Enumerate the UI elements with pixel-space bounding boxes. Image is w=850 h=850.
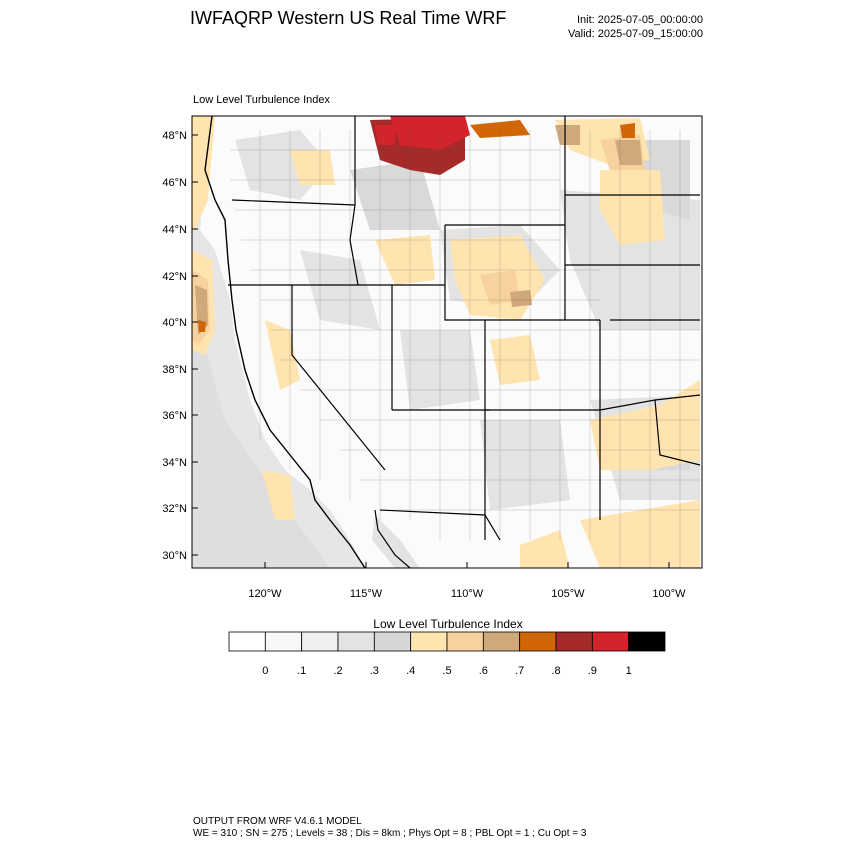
lat-label: 38°N	[162, 364, 187, 376]
lat-label: 44°N	[162, 224, 187, 236]
colorbar-label: .5	[442, 665, 451, 677]
main-title: IWFAQRP Western US Real Time WRF	[190, 8, 507, 28]
lon-label: 110°W	[451, 588, 484, 600]
colorbar-title: Low Level Turbulence Index	[373, 617, 523, 631]
lon-label: 105°W	[551, 588, 585, 600]
lat-label: 42°N	[162, 271, 187, 283]
colorbar-label: .1	[297, 665, 306, 677]
colorbar-swatch	[301, 631, 339, 652]
colorbar-label: .7	[515, 665, 524, 677]
pacific-ocean-shade	[192, 300, 330, 568]
field-title: Low Level Turbulence Index	[193, 94, 330, 106]
colorbar-label: .9	[588, 665, 597, 677]
lon-label: 115°W	[350, 588, 383, 600]
lon-label: 100°W	[652, 588, 686, 600]
colorbar-label: .6	[479, 665, 488, 677]
colorbar-swatch	[337, 631, 375, 652]
colorbar-swatch	[410, 631, 448, 652]
colorbar-label: .8	[551, 665, 560, 677]
state-boundaries	[228, 116, 701, 541]
colorbar-swatch	[373, 631, 412, 652]
init-time: Init: 2025-07-05_00:00:00	[577, 14, 703, 26]
lat-labels: 48°N 46°N 44°N 42°N 40°N 38°N 36°N 34°N …	[162, 130, 187, 562]
colorbar-swatch	[264, 631, 303, 652]
colorbar-swatch	[482, 631, 521, 652]
gulf-coastline	[374, 509, 411, 568]
colorbar-labels: 0 .1 .2 .3 .4 .5 .6 .7 .8 .9 1	[262, 665, 631, 677]
valid-time: Valid: 2025-07-09_15:00:00	[568, 28, 703, 40]
lat-label: 34°N	[162, 457, 187, 469]
model-info-line-2: WE = 310 ; SN = 275 ; Levels = 38 ; Dis …	[193, 828, 587, 839]
colorbar	[228, 631, 666, 652]
lat-label: 40°N	[162, 317, 187, 329]
model-info-line-1: OUTPUT FROM WRF V4.6.1 MODEL	[193, 816, 362, 827]
colorbar-label: .4	[406, 665, 415, 677]
map-area	[192, 116, 702, 568]
colorbar-label: .3	[370, 665, 379, 677]
lon-label: 120°W	[248, 588, 282, 600]
lat-label: 46°N	[162, 177, 187, 189]
colorbar-swatch	[519, 631, 557, 652]
colorbar-swatch	[628, 631, 666, 652]
colorbar-swatch	[591, 631, 630, 652]
colorbar-label: .2	[333, 665, 342, 677]
lon-ticks	[264, 562, 670, 568]
colorbar-label: 0	[262, 665, 268, 677]
lat-label: 30°N	[162, 550, 187, 562]
lon-labels: 120°W 115°W 110°W 105°W 100°W	[248, 588, 686, 600]
colorbar-swatch	[446, 631, 484, 652]
west-coastline	[204, 116, 366, 568]
lat-ticks	[192, 134, 198, 556]
colorbar-label: 1	[626, 665, 632, 677]
lat-label: 32°N	[162, 503, 187, 515]
county-lines	[230, 130, 700, 568]
map-frame	[191, 115, 703, 569]
gulf-of-california	[372, 515, 420, 568]
lat-label: 48°N	[162, 130, 187, 142]
lat-label: 36°N	[162, 410, 187, 422]
turbulence-0-8	[198, 120, 635, 332]
colorbar-swatch	[555, 631, 593, 652]
colorbar-swatch	[228, 631, 266, 652]
